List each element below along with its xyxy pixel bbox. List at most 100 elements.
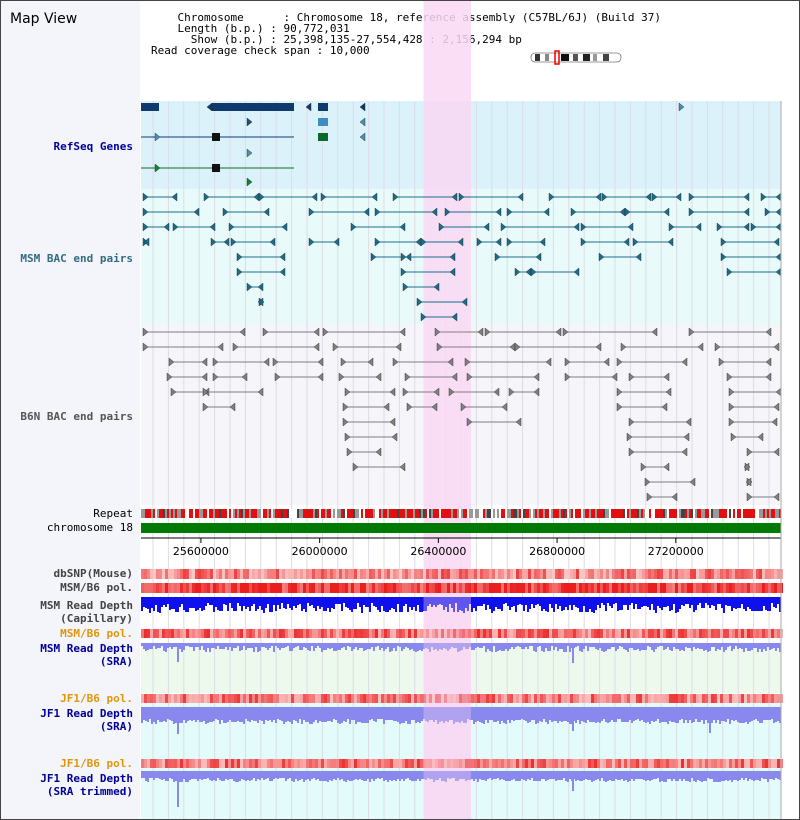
jf1-sra-depth-bar xyxy=(737,707,739,722)
msm-capillary-depth-bar xyxy=(245,597,247,609)
track-label-msm-b6-pol-2[interactable]: MSM/B6 pol. xyxy=(60,627,133,640)
jf1-b6-pol-strip xyxy=(432,694,435,703)
jf1-trimmed-depth-bar xyxy=(457,771,459,781)
msm-b6-pol-strip xyxy=(393,583,396,593)
msm-sra-depth-bar xyxy=(377,643,379,646)
jf1-b6-pol-strip xyxy=(225,759,228,768)
track-label-msm-depth-sra[interactable]: MSM Read Depth xyxy=(40,642,133,655)
msm-capillary-depth-bar xyxy=(581,597,583,612)
msm-b6-pol-strip xyxy=(315,629,318,638)
msm-capillary-depth-bar xyxy=(419,597,421,612)
jf1-b6-pol-strip xyxy=(258,694,261,703)
msm-capillary-depth-bar xyxy=(353,597,355,609)
msm-sra-depth-bar xyxy=(185,643,187,646)
msm-b6-pol-strip xyxy=(747,583,750,593)
msm-bac-pair-start xyxy=(720,252,727,262)
jf1-sra-depth-bar xyxy=(727,707,729,719)
msm-capillary-depth-bar xyxy=(409,597,411,607)
msm-sra-depth-bar xyxy=(449,643,451,649)
jf1-b6-pol-strip xyxy=(771,694,774,703)
msm-b6-pol-strip xyxy=(621,583,624,593)
jf1-b6-pol-strip xyxy=(621,759,624,768)
dbsnp-strip xyxy=(186,569,189,579)
b6n-bac-pair-end xyxy=(603,357,610,367)
msm-sra-depth-bar xyxy=(687,643,689,648)
track-label-msm-bac[interactable]: MSM BAC end pairs xyxy=(20,252,133,265)
jf1-trimmed-depth-bar xyxy=(161,771,163,780)
track-label-msm-b6-pol-1[interactable]: MSM/B6 pol. xyxy=(60,581,133,594)
repeat-block xyxy=(273,509,275,518)
jf1-b6-pol-strip xyxy=(186,759,189,768)
track-label-msm-depth-capillary[interactable]: MSM Read Depth xyxy=(40,599,133,612)
jf1-sra-depth-bar xyxy=(223,707,225,723)
msm-sra-depth-bar xyxy=(757,643,759,652)
jf1-b6-pol-strip xyxy=(459,759,462,768)
dbsnp-strip xyxy=(654,569,657,579)
jf1-b6-pol-strip xyxy=(390,759,393,768)
dbsnp-strip xyxy=(330,569,333,579)
msm-capillary-depth-bar xyxy=(335,597,337,604)
repeat-block xyxy=(633,509,635,518)
msm-sra-depth-bar xyxy=(233,643,235,648)
msm-bac-pair-end xyxy=(623,237,630,247)
msm-sra-depth-bar xyxy=(143,643,145,649)
msm-b6-pol-strip xyxy=(723,629,726,638)
msm-sra-depth-bar xyxy=(603,643,605,652)
track-label-b6n-bac[interactable]: B6N BAC end pairs xyxy=(20,410,133,423)
jf1-b6-pol-strip xyxy=(306,694,309,703)
jf1-b6-pol-strip xyxy=(294,759,297,768)
jf1-b6-pol-strip xyxy=(246,694,249,703)
msm-sra-depth-bar xyxy=(569,643,571,652)
msm-b6-pol-strip xyxy=(465,629,468,638)
msm-b6-pol-strip xyxy=(192,629,195,638)
repeat-block xyxy=(225,509,227,518)
msm-bac-pair-end xyxy=(457,237,464,247)
msm-capillary-depth-bar xyxy=(527,597,529,612)
msm-capillary-depth-bar xyxy=(143,597,145,607)
msm-sra-depth-bar xyxy=(617,643,619,649)
msm-sra-depth-bar xyxy=(595,643,597,649)
jf1-sra-depth-bar xyxy=(671,707,673,722)
msm-sra-depth-bar xyxy=(721,643,723,647)
jf1-b6-pol-strip xyxy=(393,694,396,703)
msm-capillary-depth-bar xyxy=(675,597,677,613)
msm-b6-pol-strip xyxy=(369,629,372,638)
jf1-sra-depth-bar xyxy=(475,707,477,722)
msm-capillary-depth-bar xyxy=(157,597,159,612)
b6n-bac-pair-end xyxy=(389,417,396,427)
msm-sra-depth-bar xyxy=(491,643,493,652)
msm-sra-depth-bar xyxy=(765,643,767,651)
jf1-sra-depth-bar xyxy=(167,707,169,719)
jf1-trimmed-depth-bar xyxy=(559,771,561,780)
msm-capillary-depth-bar xyxy=(539,597,541,606)
jf1-trimmed-depth-bar xyxy=(633,771,635,781)
msm-b6-pol-strip xyxy=(171,629,174,638)
repeat-block xyxy=(219,509,221,518)
dbsnp-strip xyxy=(744,569,747,579)
jf1-sra-depth-bar xyxy=(209,707,211,722)
jf1-b6-pol-strip xyxy=(348,759,351,768)
jf1-sra-depth-bar xyxy=(627,707,629,722)
jf1-trimmed-depth-bar xyxy=(195,771,197,779)
msm-b6-pol-strip xyxy=(630,583,633,593)
msm-b6-pol-strip xyxy=(354,583,357,593)
jf1-trimmed-depth-bar xyxy=(425,771,427,780)
msm-capillary-depth-bar xyxy=(551,597,553,608)
track-label-jf1-depth-sra[interactable]: JF1 Read Depth xyxy=(40,707,133,720)
jf1-trimmed-depth-bar xyxy=(327,771,329,782)
track-label-refseq[interactable]: RefSeq Genes xyxy=(53,140,133,153)
msm-b6-pol-strip xyxy=(516,583,519,593)
jf1-sra-depth-bar xyxy=(273,707,275,720)
track-label-dbsnp[interactable]: dbSNP(Mouse) xyxy=(53,567,133,580)
track-label-jf1-b6-pol-2[interactable]: JF1/B6 pol. xyxy=(60,757,133,770)
jf1-b6-pol-strip xyxy=(270,694,273,703)
b6n-bac-pair-start xyxy=(616,402,623,412)
msm-b6-pol-strip xyxy=(690,629,693,638)
track-label-jf1-b6-pol-1[interactable]: JF1/B6 pol. xyxy=(60,692,133,705)
track-label-jf1-depth-trimmed[interactable]: JF1 Read Depth xyxy=(40,772,133,785)
repeat-block xyxy=(295,509,297,518)
msm-capillary-depth-bar xyxy=(425,597,427,611)
msm-capillary-depth-bar xyxy=(369,597,371,612)
refseq-gene-arrow xyxy=(359,132,366,142)
